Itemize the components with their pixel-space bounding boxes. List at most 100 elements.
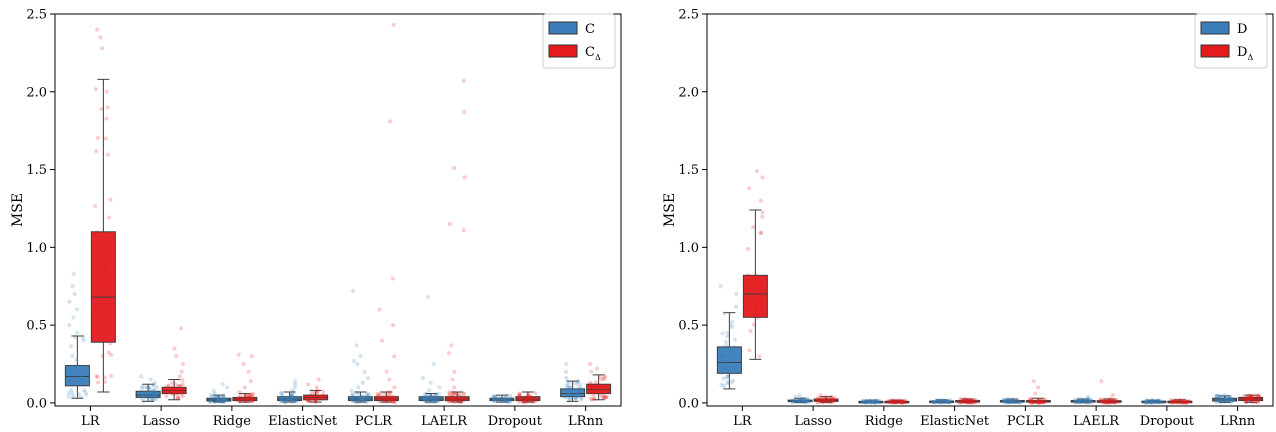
data-point <box>505 398 510 403</box>
data-point <box>1176 400 1181 405</box>
data-point <box>718 284 723 289</box>
data-point <box>597 386 602 391</box>
data-point <box>1180 399 1185 404</box>
data-point <box>140 393 145 398</box>
data-point <box>890 400 895 405</box>
data-point <box>597 374 602 379</box>
data-point <box>217 399 222 404</box>
data-point <box>893 400 898 405</box>
data-point <box>719 365 724 370</box>
data-point <box>792 398 797 403</box>
data-point <box>171 388 176 393</box>
box-base-1 <box>787 393 813 405</box>
data-point <box>719 382 724 387</box>
data-point <box>1038 399 1043 404</box>
data-point <box>71 394 76 399</box>
data-point <box>799 396 804 401</box>
x-tick-label: LAELR <box>1073 414 1120 429</box>
data-point <box>969 399 974 404</box>
data-point <box>963 397 968 402</box>
data-point <box>746 273 751 278</box>
box-base-5 <box>1070 394 1096 405</box>
data-point <box>755 277 760 282</box>
data-point <box>380 394 385 399</box>
data-point <box>722 311 727 316</box>
data-point <box>1078 400 1083 405</box>
data-point <box>321 394 326 399</box>
data-point <box>791 399 796 404</box>
data-point <box>447 390 452 395</box>
data-point <box>818 393 823 398</box>
data-point <box>565 379 570 384</box>
data-point <box>207 398 212 403</box>
data-point <box>793 394 798 399</box>
data-point <box>1004 399 1009 404</box>
data-point <box>176 383 181 388</box>
data-point <box>361 399 366 404</box>
data-point <box>450 398 455 403</box>
data-point <box>533 398 538 403</box>
data-point <box>452 369 457 374</box>
data-point <box>1169 397 1174 402</box>
data-point <box>945 398 950 403</box>
box-body <box>135 390 161 398</box>
data-point <box>1223 396 1228 401</box>
data-point <box>945 398 950 403</box>
data-point <box>1228 400 1233 405</box>
data-point <box>1170 399 1175 404</box>
legend-label: CΔ <box>585 45 601 62</box>
data-point <box>356 399 361 404</box>
data-point <box>172 346 177 351</box>
data-point <box>102 375 107 380</box>
data-point <box>493 394 498 399</box>
data-point <box>1113 399 1118 404</box>
box-base-5 <box>418 295 444 404</box>
data-point <box>823 397 828 402</box>
data-point <box>517 396 522 401</box>
data-point <box>1042 400 1047 405</box>
data-point <box>212 395 217 400</box>
data-point <box>793 399 798 404</box>
data-point <box>103 136 108 141</box>
box-body <box>586 383 612 395</box>
data-point <box>592 396 597 401</box>
data-point <box>359 395 364 400</box>
data-point <box>100 323 105 328</box>
data-point <box>362 369 367 374</box>
data-point <box>823 399 828 404</box>
data-point <box>178 388 183 393</box>
data-point <box>750 283 755 288</box>
data-point <box>758 281 763 286</box>
data-point <box>67 299 72 304</box>
data-point <box>217 394 222 399</box>
data-point <box>517 398 522 403</box>
data-point <box>351 397 356 402</box>
data-point <box>75 330 80 335</box>
data-point <box>973 399 978 404</box>
data-point <box>170 392 175 397</box>
data-point <box>1144 399 1149 404</box>
data-point <box>729 368 734 373</box>
data-point <box>760 210 765 215</box>
data-point <box>104 116 109 121</box>
data-point <box>495 397 500 402</box>
data-point <box>359 396 364 401</box>
data-point <box>164 394 169 399</box>
data-point <box>860 399 865 404</box>
data-point <box>507 393 512 398</box>
data-point <box>1076 399 1081 404</box>
data-point <box>459 399 464 404</box>
data-point <box>901 400 906 405</box>
data-point <box>504 398 509 403</box>
data-point <box>1031 400 1036 405</box>
data-point <box>828 398 833 403</box>
data-point <box>150 396 155 401</box>
data-point <box>602 395 607 400</box>
data-point <box>518 397 523 402</box>
data-point <box>1110 397 1115 402</box>
data-point <box>433 399 438 404</box>
data-point <box>1247 394 1252 399</box>
data-point <box>216 397 221 402</box>
legend: C CΔ <box>542 13 616 69</box>
data-point <box>901 399 906 404</box>
